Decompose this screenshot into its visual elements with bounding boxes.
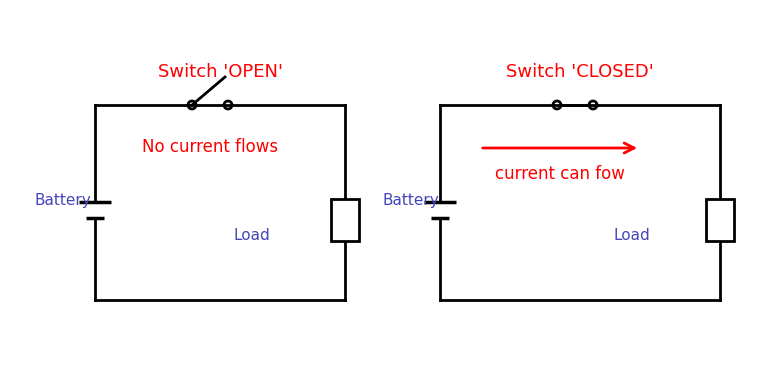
Text: No current flows: No current flows [142, 138, 278, 156]
Text: Battery: Battery [35, 192, 91, 207]
Text: Switch 'CLOSED': Switch 'CLOSED' [506, 63, 654, 81]
Bar [331, 199, 359, 241]
Text: Load: Load [614, 227, 650, 243]
Bar [706, 199, 734, 241]
Text: Switch 'OPEN': Switch 'OPEN' [157, 63, 283, 81]
Text: Load: Load [233, 227, 270, 243]
Text: Battery: Battery [382, 192, 439, 207]
Text: current can fow: current can fow [495, 165, 625, 183]
